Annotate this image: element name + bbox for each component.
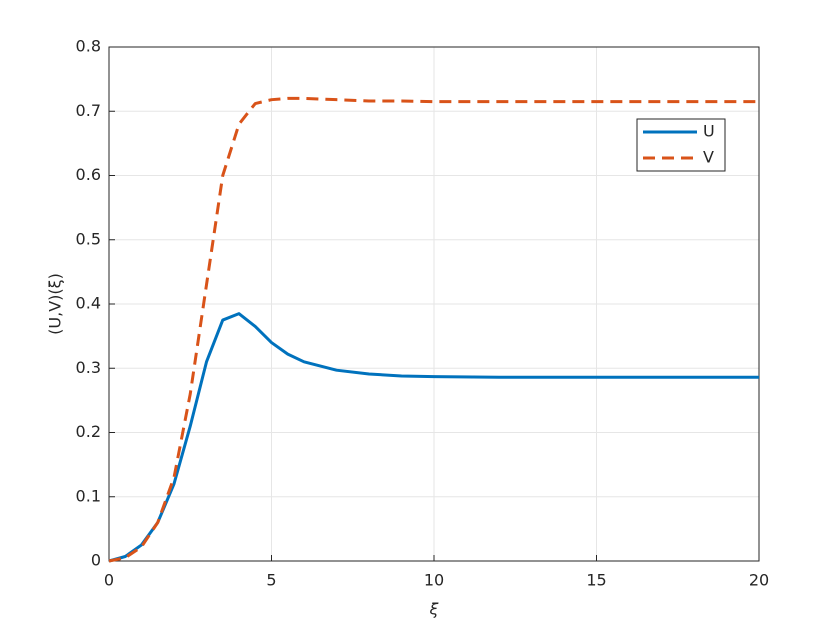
y-axis-label: (U,V)(ξ) <box>46 273 65 335</box>
y-tick-label: 0.8 <box>76 37 101 56</box>
y-tick-label: 0.2 <box>76 422 101 441</box>
legend-box <box>636 118 726 172</box>
x-tick-label: 20 <box>749 571 769 590</box>
line-series <box>108 96 759 563</box>
x-tick-label: 0 <box>104 571 114 590</box>
axes-box <box>108 46 760 562</box>
x-axis-label: ξ <box>429 600 440 619</box>
y-tick-label: 0.3 <box>76 358 101 377</box>
y-tick-label: 0.1 <box>76 486 101 505</box>
x-tick-label: 15 <box>586 571 606 590</box>
y-tick-label: 0.4 <box>76 294 101 313</box>
legend-label: V <box>703 148 714 167</box>
y-tick-label: 0 <box>91 551 101 570</box>
legend: UV <box>636 118 726 172</box>
y-tick-label: 0.6 <box>76 165 101 184</box>
x-tick-label: 10 <box>424 571 444 590</box>
legend-label: U <box>703 122 715 141</box>
x-tick-label: 5 <box>266 571 276 590</box>
y-tick-label: 0.5 <box>76 229 101 248</box>
y-tick-label: 0.7 <box>76 101 101 120</box>
